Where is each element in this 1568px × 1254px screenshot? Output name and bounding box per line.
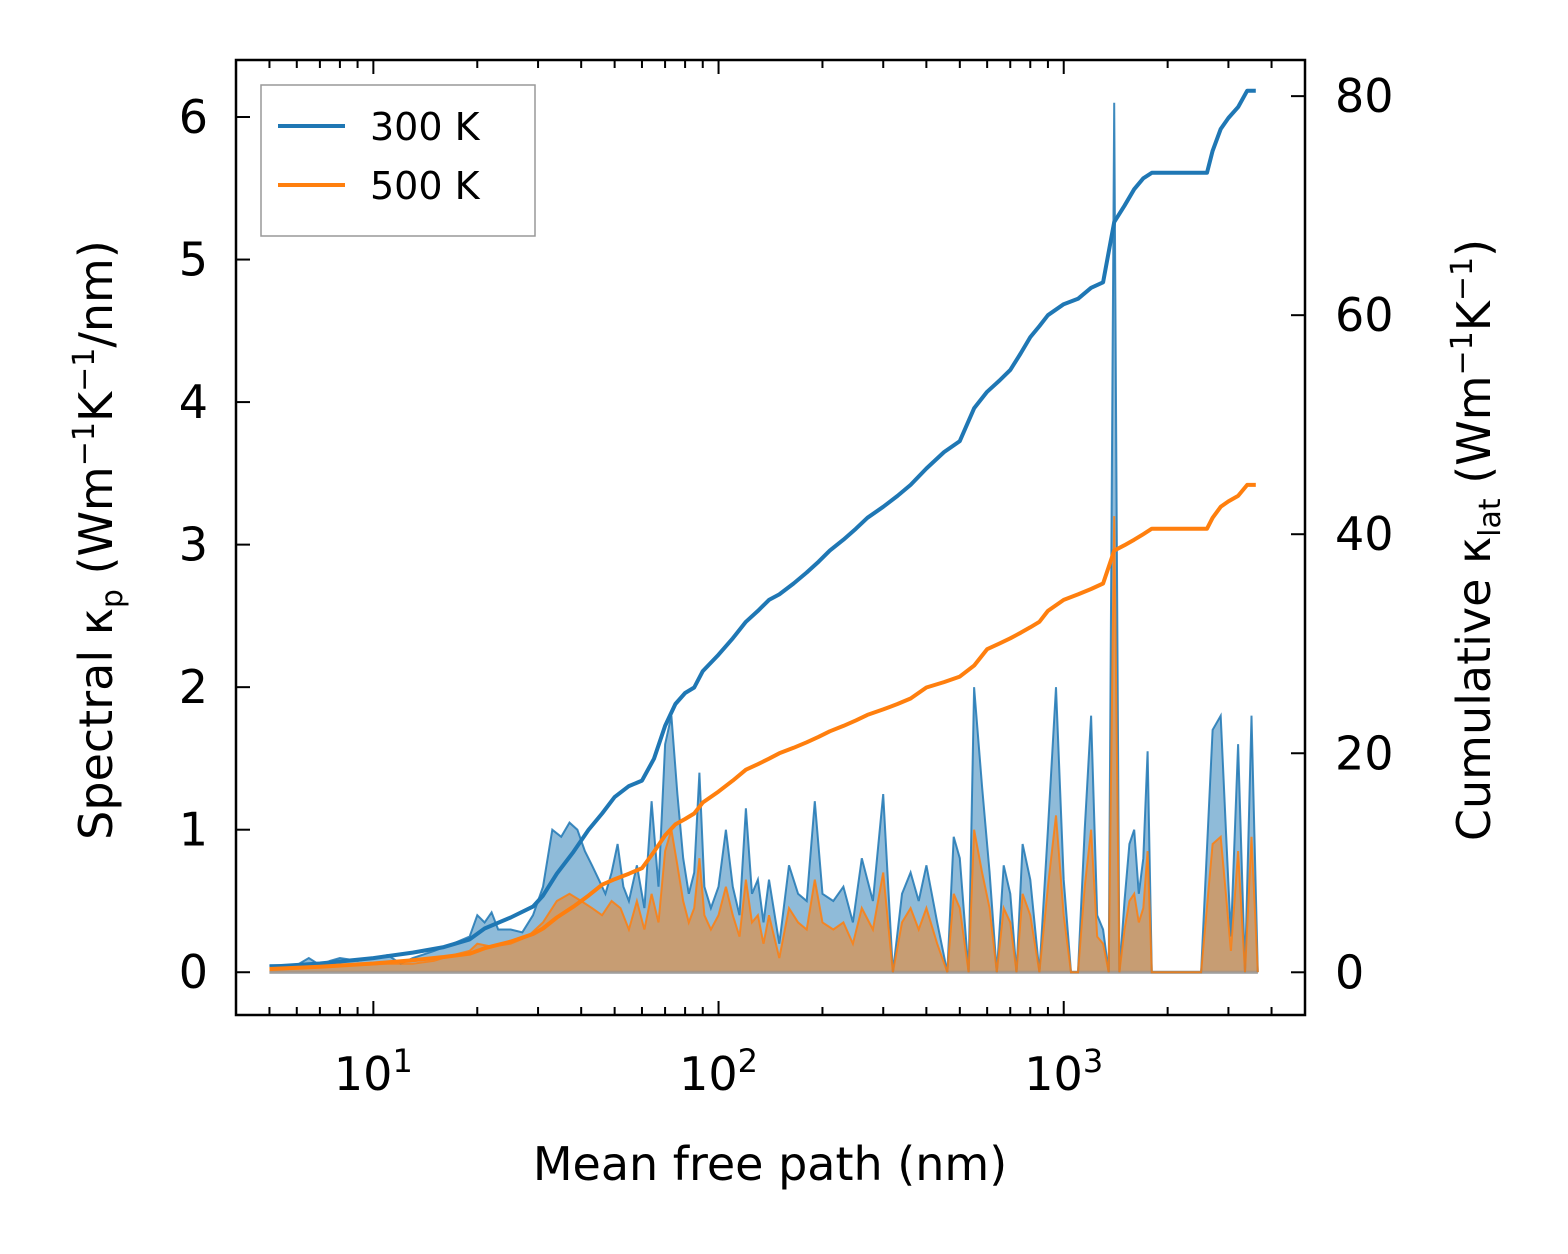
y-right-label-unit-post: ) xyxy=(1447,239,1501,257)
x-tick-label: 101 xyxy=(334,1042,413,1101)
y-left-label-sup1: −1 xyxy=(67,422,102,466)
y-left-label-main: Spectral κ xyxy=(69,608,123,840)
axes xyxy=(234,58,1307,1017)
y-left-tick-label: 1 xyxy=(179,803,208,857)
cumulative-line-300k xyxy=(269,88,1256,969)
x-axis-label: Mean free path (nm) xyxy=(533,1137,1007,1191)
y-left-label-sub: p xyxy=(95,589,130,608)
y-right-tick-label: 0 xyxy=(1335,945,1364,999)
y-right-label-sup2: −1 xyxy=(1445,257,1480,301)
y-left-tick-label: 0 xyxy=(179,945,208,999)
y-left-label-unit-post: /nm) xyxy=(69,240,123,347)
spectral-line-300k xyxy=(269,102,1259,974)
y-right-tick-label: 40 xyxy=(1335,507,1394,561)
axes-frame xyxy=(234,58,1307,1017)
cumulative-line-500k xyxy=(269,482,1256,971)
legend: 300 K 500 K xyxy=(260,84,536,237)
y-axis-left-label: Spectral κp (Wm−1K−1/nm) xyxy=(67,240,130,840)
cumulative-lines xyxy=(269,88,1256,971)
y-left-label-sup2: −1 xyxy=(67,348,102,392)
y-right-tick-label: 20 xyxy=(1335,726,1394,780)
y-right-tick-label: 60 xyxy=(1335,288,1394,342)
x-tick-label: 103 xyxy=(1024,1042,1103,1101)
y-left-tick-label: 2 xyxy=(179,660,208,714)
y-right-label-main: Cumulative κ xyxy=(1447,537,1501,841)
plot-area xyxy=(269,88,1259,974)
legend-frame xyxy=(260,84,536,237)
y-right-label-unit-pre: (Wm xyxy=(1447,375,1501,498)
spectral-line-500k xyxy=(269,516,1259,974)
y-axis-right-label: Cumulative κlat (Wm−1K−1) xyxy=(1445,239,1508,841)
y-left-tick-label: 5 xyxy=(179,233,208,287)
ticks xyxy=(235,60,1306,1015)
y-right-label-sub: lat xyxy=(1473,498,1508,537)
y-left-tick-label: 3 xyxy=(179,518,208,572)
spectral-fills xyxy=(269,102,1258,974)
legend-label-300k: 300 K xyxy=(370,105,481,149)
y-left-tick-label: 4 xyxy=(179,375,208,429)
y-left-label-unit-pre: (Wm xyxy=(69,466,123,589)
spectral-lines xyxy=(269,102,1259,974)
y-right-label-sup1: −1 xyxy=(1445,331,1480,375)
y-right-label-unit-mid: K xyxy=(1447,299,1501,331)
y-left-label-unit-mid: K xyxy=(69,390,123,422)
y-left-tick-label: 6 xyxy=(179,90,208,144)
legend-label-500k: 500 K xyxy=(370,164,481,208)
y-right-tick-label: 80 xyxy=(1335,69,1394,123)
x-tick-label: 102 xyxy=(679,1042,758,1101)
